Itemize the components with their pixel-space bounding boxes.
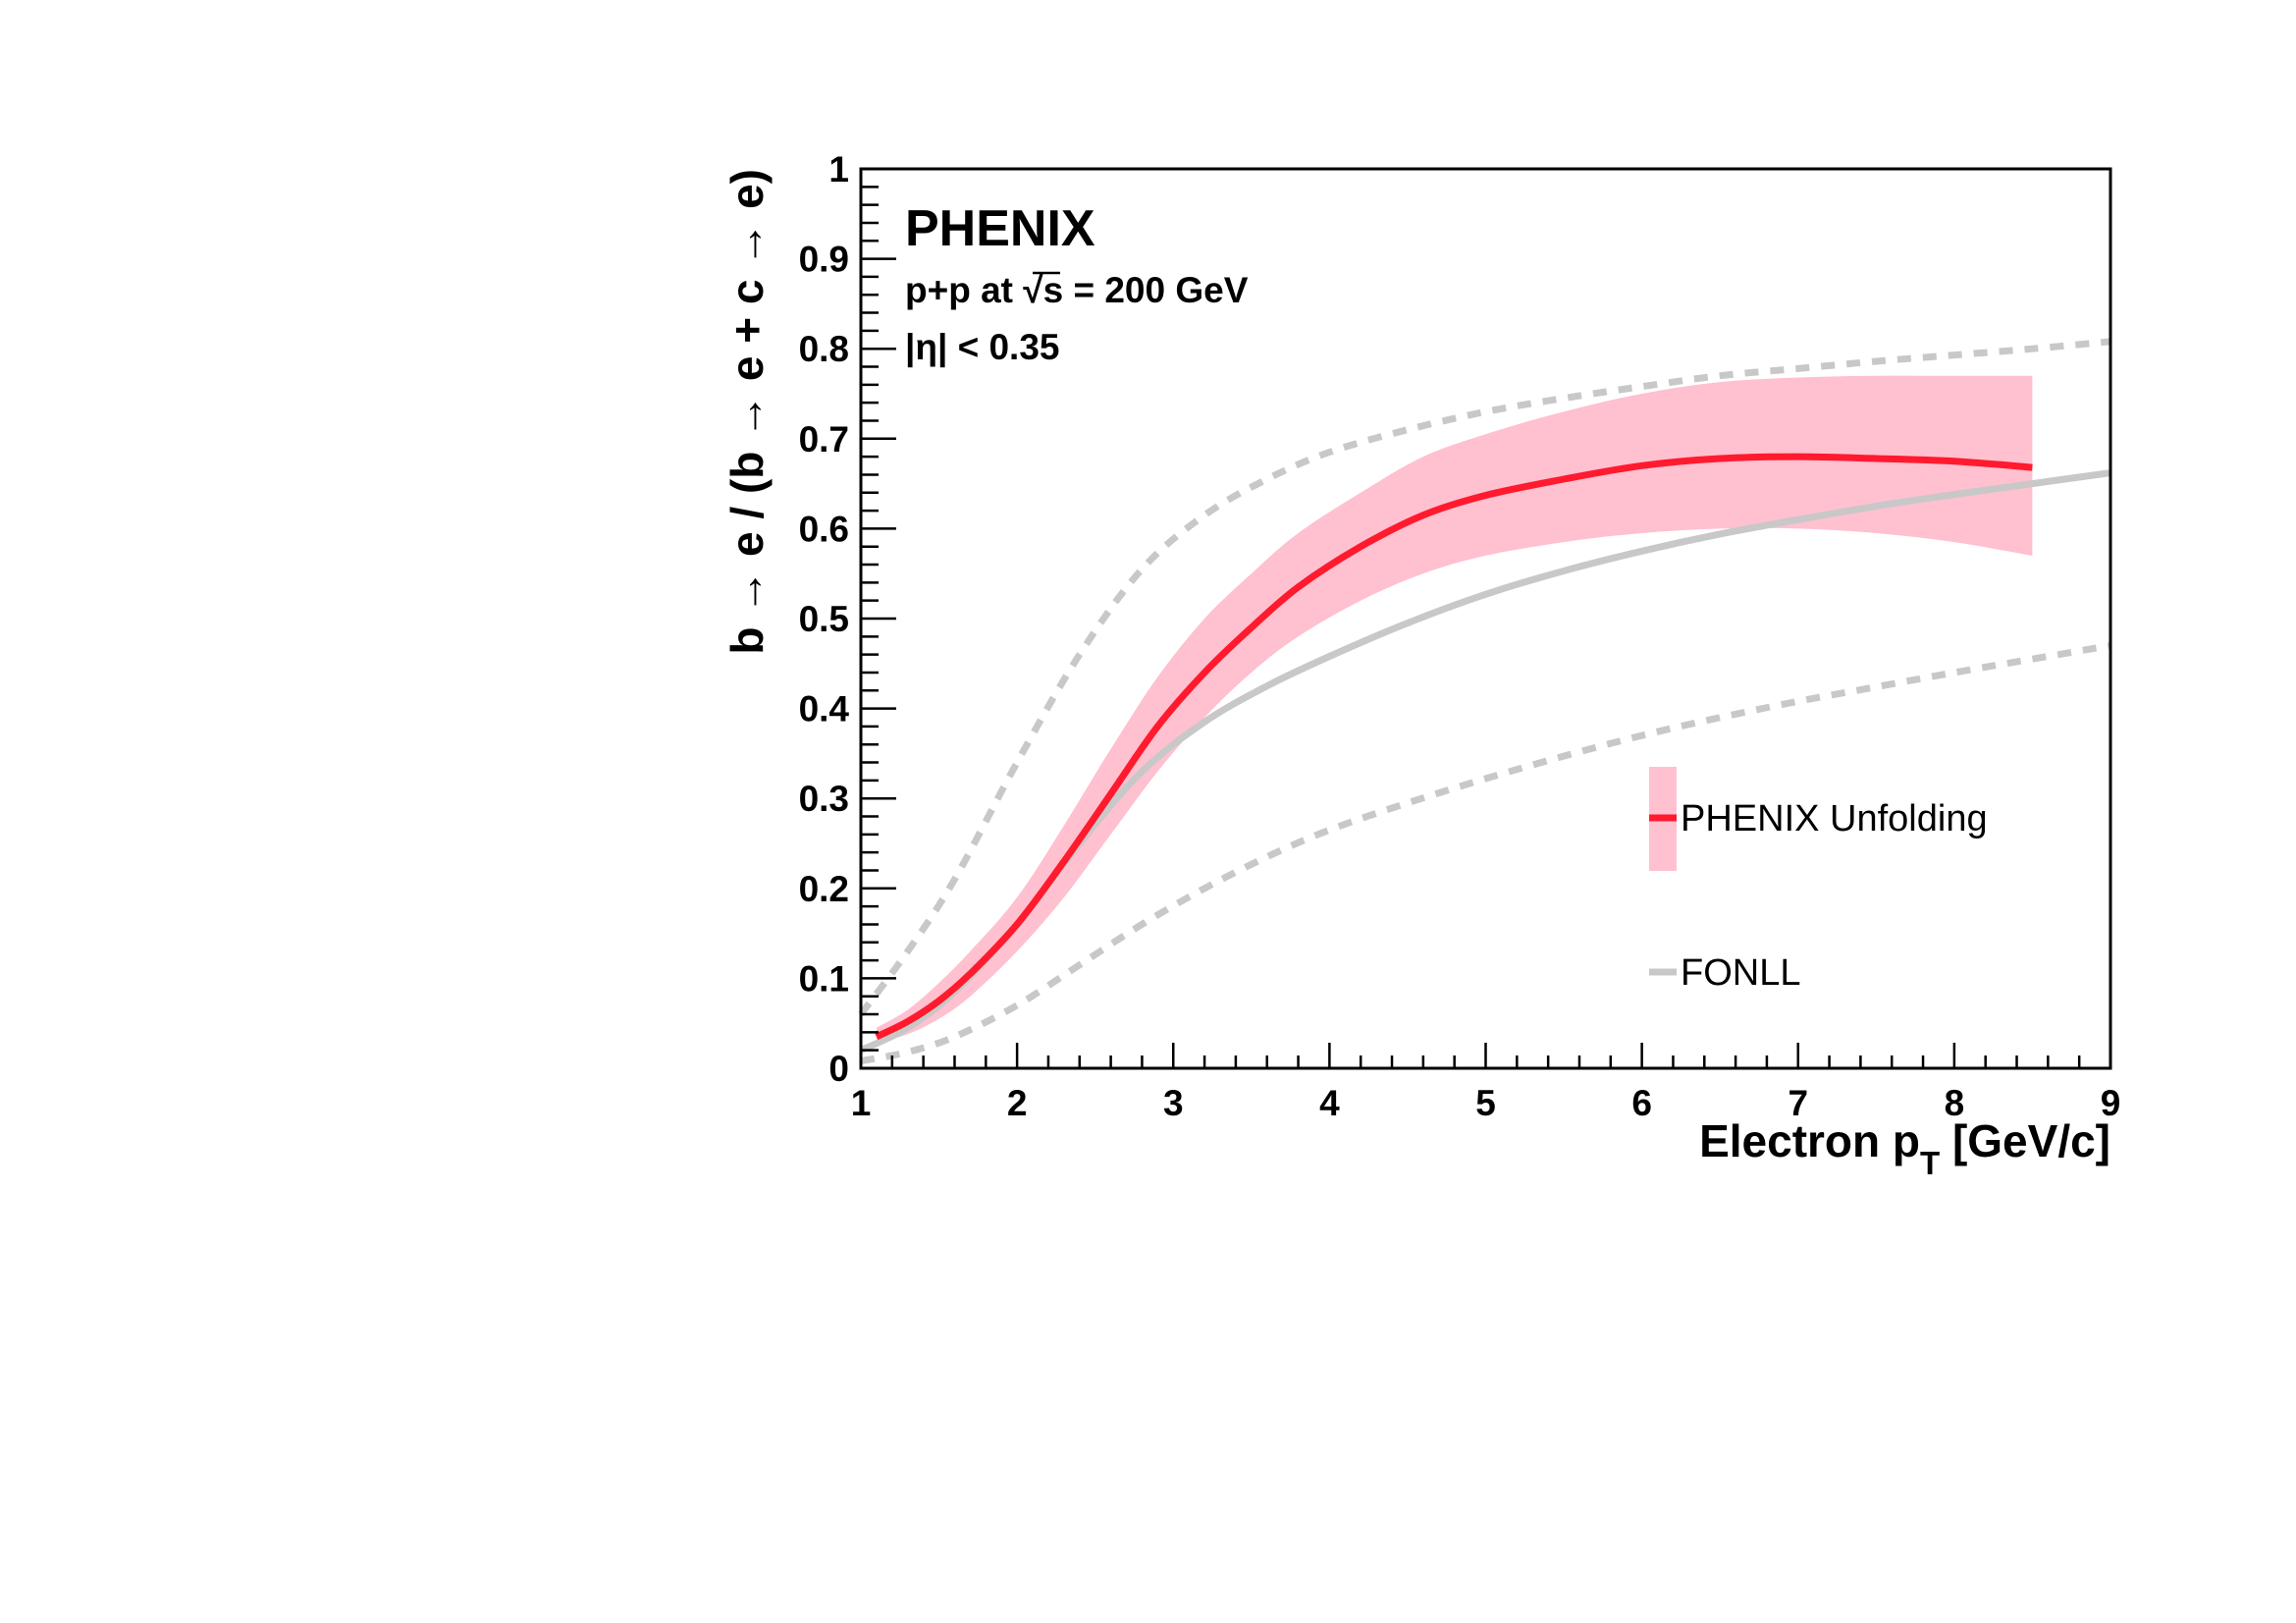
y-tick-label: 0.2 [799, 869, 849, 909]
eta-cut-label: |η| < 0.35 [905, 327, 1060, 368]
x-axis-title: Electron pT [GeV/c] [1699, 1115, 2110, 1181]
band-layer [876, 375, 2033, 1044]
x-tick-label: 7 [1788, 1083, 1808, 1123]
x-tick-label: 1 [851, 1083, 872, 1123]
legend-label-fonll: FONLL [1681, 952, 1800, 994]
axes-layer: 1 2 3 4 5 6 7 8 9 0 0.1 0.2 0.3 0.4 0.5 0.6 0.7 0.8 0.9 1 [799, 149, 2121, 1123]
lines-layer [858, 338, 2111, 1065]
x-tick-label: 9 [2101, 1083, 2121, 1123]
y-tick-label: 0.9 [799, 240, 849, 280]
x-tick-label: 3 [1163, 1083, 1184, 1123]
x-axis-title-sub: T [1920, 1145, 1940, 1181]
experiment-label: PHENIX [905, 200, 1095, 257]
system-prefix: p+p at [905, 270, 1023, 310]
y-tick-label: 0 [828, 1049, 849, 1089]
y-tick-label: 0.3 [799, 779, 849, 819]
unfolding-uncertainty-band [876, 375, 2033, 1044]
legend: PHENIX Unfolding FONLL [1649, 767, 1988, 994]
y-tick-label: 1 [828, 149, 849, 189]
y-tick-label: 0.1 [799, 958, 849, 999]
x-axis-title-spacer [1940, 1115, 1952, 1166]
x-tick-label: 8 [1945, 1083, 1965, 1123]
fonll-lower-line [860, 642, 2111, 1065]
x-tick-label: 6 [1631, 1083, 1652, 1123]
y-tick-label: 0.4 [799, 689, 850, 730]
fonll-upper-line [858, 338, 2111, 1017]
y-tick-label: 0.6 [799, 509, 849, 549]
y-tick-label: 0.5 [799, 599, 849, 639]
system-suffix: = 200 GeV [1063, 270, 1249, 310]
y-tick-label: 0.7 [799, 419, 849, 460]
x-tick-label: 2 [1007, 1083, 1028, 1123]
x-tick-label: 4 [1319, 1083, 1340, 1123]
unfolding-central-line [875, 453, 2033, 1041]
legend-label-unfolding: PHENIX Unfolding [1681, 798, 1988, 839]
y-axis-title: b → e / (b → e + c → e) [721, 169, 773, 655]
x-axis-title-units: [GeV/c] [1952, 1115, 2110, 1166]
system-label: p+p at √s = 200 GeV [905, 270, 1249, 310]
fonll-central-line [859, 469, 2111, 1054]
x-axis-title-main: Electron p [1699, 1115, 1920, 1166]
y-tick-label: 0.8 [799, 329, 849, 369]
x-tick-label: 5 [1475, 1083, 1496, 1123]
sqrt-s-symbol: √s [1023, 270, 1063, 310]
